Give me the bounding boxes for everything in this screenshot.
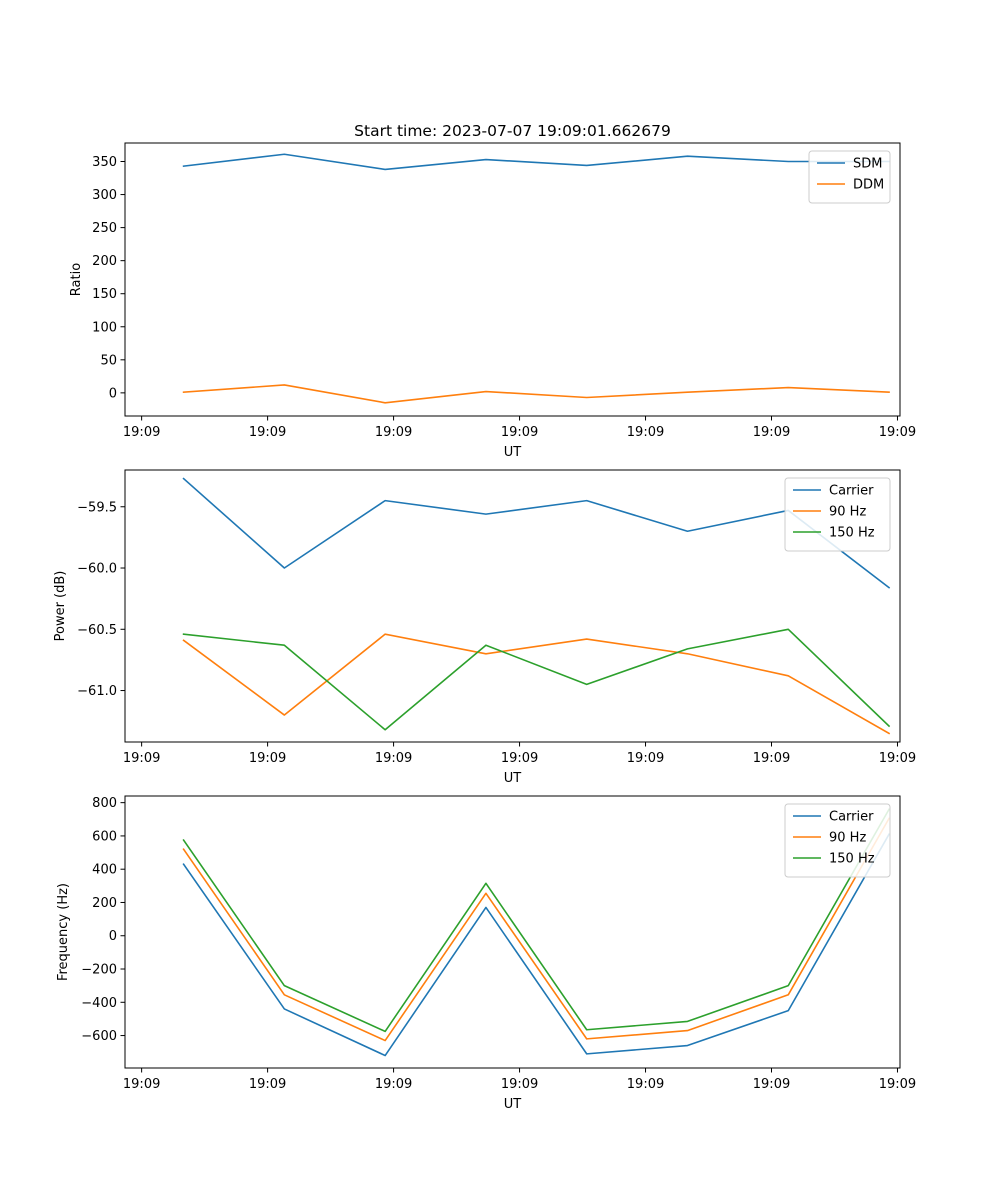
axes-frame <box>124 795 901 1069</box>
y-tick-label: 350 <box>92 155 117 170</box>
series-line-90-hz <box>182 633 891 735</box>
x-tick-label: 19:09 <box>627 1077 664 1092</box>
x-tick-label: 19:09 <box>879 751 916 766</box>
y-tick-label: 100 <box>92 320 117 335</box>
panel-title: Start time: 2023-07-07 19:09:01.662679 <box>354 122 671 140</box>
legend-label: 90 Hz <box>829 831 866 846</box>
x-tick-label: 19:09 <box>627 751 664 766</box>
y-tick-label: 200 <box>92 896 117 911</box>
y-tick-label: −600 <box>81 1029 117 1044</box>
y-tick-label: −61.0 <box>77 684 117 699</box>
x-tick-label: 19:09 <box>123 751 160 766</box>
x-tick-label: 19:09 <box>501 1077 538 1092</box>
legend-box <box>808 150 891 204</box>
series-line-150-hz <box>182 628 891 731</box>
series-line-150-hz <box>182 808 891 1033</box>
legend: Carrier 90 Hz 150 Hz <box>784 477 891 552</box>
legend-label: Carrier <box>829 484 874 499</box>
x-axis-label: UT <box>504 771 522 786</box>
y-axis-label: Power (dB) <box>53 571 68 642</box>
y-tick-label: −200 <box>81 963 117 978</box>
legend-label: 150 Hz <box>829 852 875 867</box>
legend-label: DDM <box>853 178 884 193</box>
axes-frame <box>124 142 901 417</box>
y-tick-label: 600 <box>92 829 117 844</box>
x-tick-label: 19:09 <box>123 1077 160 1092</box>
legend-label: 90 Hz <box>829 505 866 520</box>
y-axis-label: Frequency (Hz) <box>56 883 71 981</box>
x-tick-label: 19:09 <box>375 425 412 440</box>
series-line-ddm <box>182 384 890 404</box>
y-axis-label: Ratio <box>69 263 84 296</box>
legend-label: 150 Hz <box>829 526 875 541</box>
x-axis-label: UT <box>504 445 522 460</box>
y-tick-label: 250 <box>92 221 117 236</box>
x-tick-label: 19:09 <box>753 425 790 440</box>
legend-label: SDM <box>853 157 882 172</box>
legend: Carrier 90 Hz 150 Hz <box>784 803 891 878</box>
y-tick-label: −59.5 <box>77 500 117 515</box>
y-tick-label: 150 <box>92 287 117 302</box>
axes-frame <box>124 469 901 743</box>
x-tick-label: 19:09 <box>501 751 538 766</box>
x-tick-label: 19:09 <box>123 425 160 440</box>
power-panel: UT Power (dB) 19:09 19:09 19:09 19:09 19:09 1… <box>53 469 916 786</box>
y-tick-label: 800 <box>92 796 117 811</box>
y-tick-label: −60.5 <box>77 623 117 638</box>
x-tick-label: 19:09 <box>249 751 286 766</box>
ratio-panel: Start time: 2023-07-07 19:09:01.662679 U… <box>69 122 916 460</box>
y-tick-label: 400 <box>92 863 117 878</box>
x-tick-label: 19:09 <box>249 1077 286 1092</box>
x-tick-label: 19:09 <box>753 1077 790 1092</box>
x-tick-label: 19:09 <box>879 1077 916 1092</box>
series-line-carrier <box>182 477 891 589</box>
y-tick-label: 0 <box>109 386 117 401</box>
x-tick-label: 19:09 <box>249 425 286 440</box>
x-tick-label: 19:09 <box>375 751 412 766</box>
x-tick-label: 19:09 <box>753 751 790 766</box>
y-tick-label: 300 <box>92 188 117 203</box>
x-tick-label: 19:09 <box>375 1077 412 1092</box>
legend: SDM DDM <box>808 150 891 204</box>
x-axis-label: UT <box>504 1097 522 1112</box>
y-tick-label: 50 <box>100 353 117 368</box>
series-line-carrier <box>182 833 891 1057</box>
series-line-90-hz <box>182 817 891 1042</box>
series-line-sdm <box>182 153 890 171</box>
y-tick-label: 0 <box>109 929 117 944</box>
x-tick-label: 19:09 <box>879 425 916 440</box>
y-tick-label: 200 <box>92 254 117 269</box>
x-tick-label: 19:09 <box>627 425 664 440</box>
y-tick-label: −60.0 <box>77 562 117 577</box>
y-tick-label: −400 <box>81 996 117 1011</box>
x-tick-label: 19:09 <box>501 425 538 440</box>
frequency-panel: UT Frequency (Hz) 19:09 19:09 19:09 19:09 19… <box>56 795 916 1112</box>
legend-label: Carrier <box>829 810 874 825</box>
